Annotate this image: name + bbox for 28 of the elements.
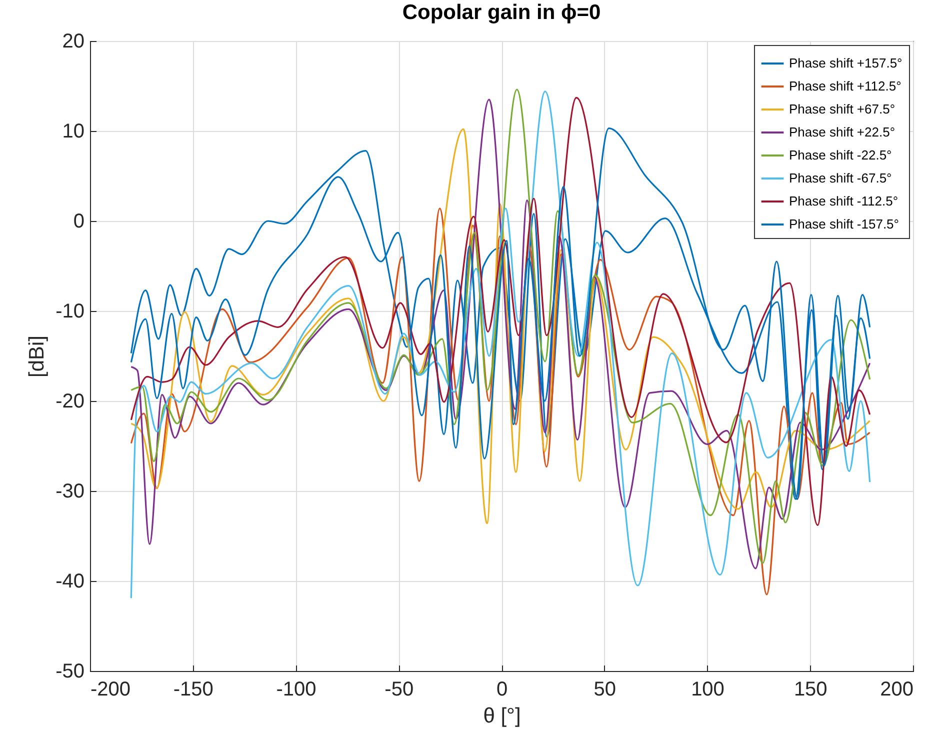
legend-label: Phase shift -157.5° — [789, 216, 899, 232]
y-tick-label: 10 — [62, 120, 84, 142]
x-tick-label: 150 — [794, 678, 828, 700]
chart-title: Copolar gain in ϕ=0 — [402, 1, 601, 24]
x-tick-label: -200 — [90, 678, 131, 700]
y-tick-label: -30 — [56, 480, 84, 502]
legend-label: Phase shift +22.5° — [789, 124, 896, 140]
legend-label: Phase shift -67.5° — [789, 170, 892, 186]
x-axis-title: θ [°] — [483, 704, 521, 728]
y-tick-label: 0 — [73, 210, 84, 232]
x-tick-label: 0 — [496, 678, 508, 700]
x-tick-label: 100 — [691, 678, 724, 700]
x-tick-label: 50 — [594, 678, 616, 700]
x-tick-label: -150 — [173, 678, 214, 700]
legend-label: Phase shift +112.5° — [789, 78, 902, 94]
legend-label: Phase shift -22.5° — [789, 148, 892, 162]
x-tick-label: -100 — [276, 678, 316, 700]
y-tick-label: -40 — [56, 570, 84, 592]
x-tick-label: -50 — [384, 678, 414, 700]
y-tick-label: -20 — [56, 390, 84, 412]
x-tick-label: 200 — [880, 678, 914, 700]
y-tick-label: -10 — [56, 300, 84, 322]
y-tick-label: 20 — [62, 30, 84, 52]
legend-label: Phase shift -112.5° — [789, 194, 898, 208]
y-tick-label: -50 — [56, 660, 84, 682]
legend-label: Phase shift +157.5° — [789, 56, 902, 70]
legend-label: Phase shift +67.5° — [789, 102, 896, 116]
y-axis-title: [dBi] — [26, 335, 49, 378]
